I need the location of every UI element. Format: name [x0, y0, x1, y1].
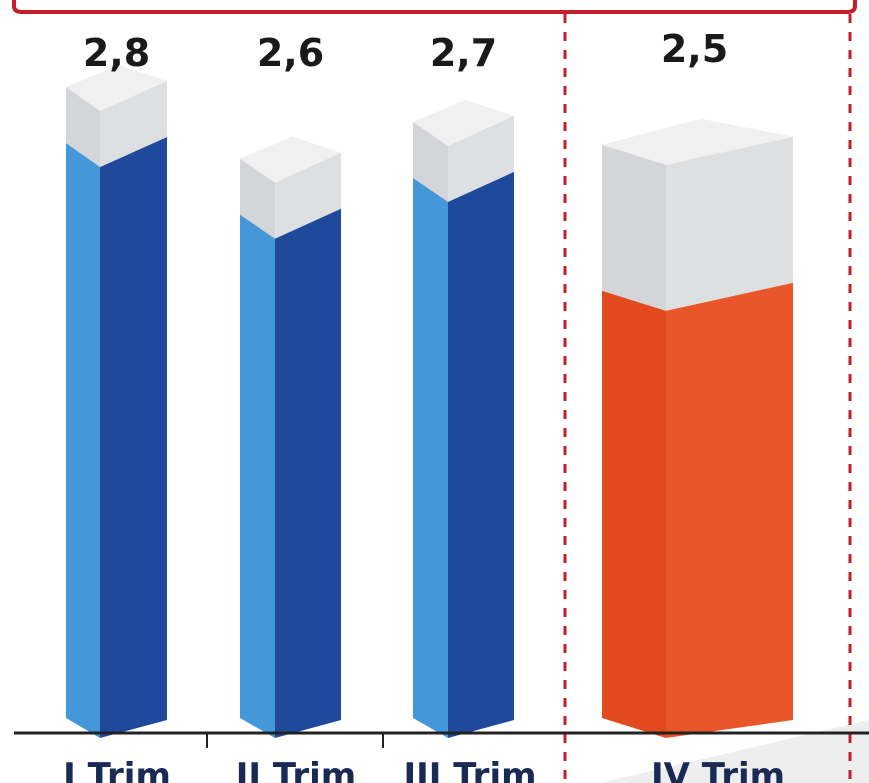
- bar-cap-side-1: [66, 87, 100, 167]
- bar-cap-top-2: [240, 136, 341, 183]
- bar-cap-front-3: [448, 115, 514, 202]
- value-label-2: 2,6: [257, 31, 324, 75]
- bar-cap-top-3: [413, 99, 514, 146]
- category-label-3: III Trim: [403, 756, 536, 783]
- bar-cap-side-2: [240, 158, 275, 239]
- bar-cap-side-3: [413, 121, 448, 202]
- value-label-1: 2,8: [83, 31, 150, 75]
- value-label-3: 2,7: [430, 31, 497, 75]
- bar-side-2: [240, 214, 275, 739]
- bar-front-4: [666, 282, 793, 738]
- bar-cap-top-4: [602, 118, 793, 165]
- category-label-2: II Trim: [236, 756, 356, 783]
- top-frame-border: [12, 0, 857, 14]
- bar-front-3: [448, 171, 514, 739]
- bar-cap-top-1: [66, 65, 167, 111]
- bar-side-4: [602, 290, 666, 738]
- bar-side-3: [413, 177, 448, 739]
- bar-front-1: [100, 137, 167, 738]
- floor-shadow: [600, 720, 869, 783]
- bar-front-2: [275, 208, 341, 739]
- value-label-4: 2,5: [661, 27, 728, 71]
- bar-cap-front-2: [275, 152, 341, 239]
- category-label-1: I Trim: [63, 756, 171, 783]
- category-label-4: IV Trim: [651, 756, 785, 783]
- bar-cap-front-4: [666, 136, 793, 311]
- bar-cap-front-1: [100, 81, 167, 167]
- bar-cap-side-4: [602, 144, 666, 311]
- bar-side-1: [66, 143, 100, 738]
